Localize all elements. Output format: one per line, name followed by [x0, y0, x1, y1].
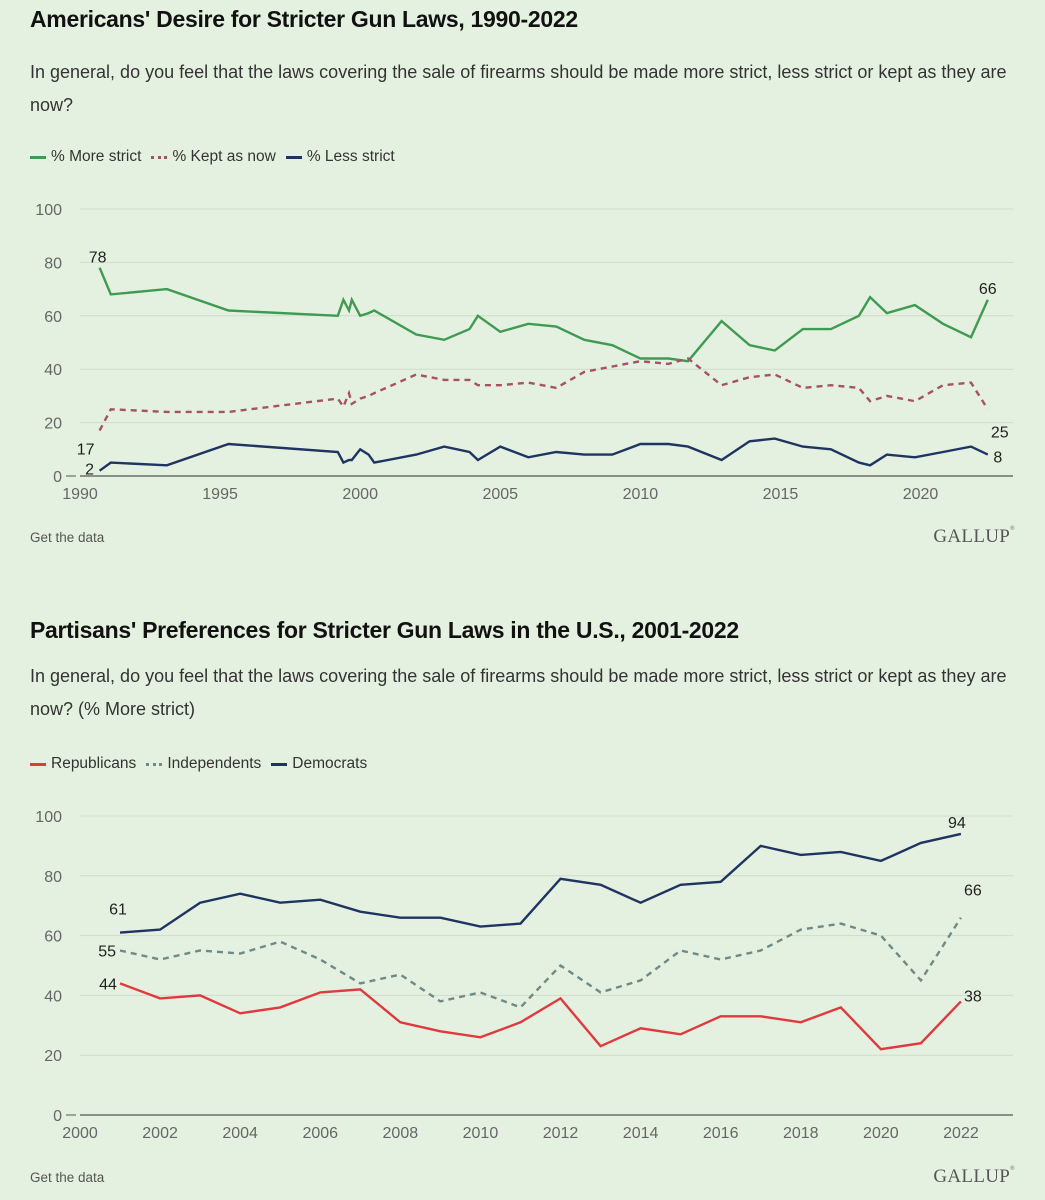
x-tick-label: 2018	[783, 1125, 819, 1142]
chart-title: Americans' Desire for Stricter Gun Laws,…	[30, 6, 578, 32]
chart-panel-2: Partisans' Preferences for Stricter Gun …	[0, 600, 1045, 1200]
series-line-less-strict	[98, 437, 989, 472]
legend-item-republicans[interactable]: Republicans	[30, 755, 136, 773]
y-tick-label: 80	[44, 869, 62, 886]
data-label-last: 8	[993, 450, 1002, 467]
trademark-icon: ®	[1010, 1166, 1015, 1172]
legend-swatch-icon	[151, 155, 168, 159]
y-tick-label: 60	[44, 309, 62, 326]
legend-swatch-icon	[30, 762, 46, 766]
y-tick-label: 100	[35, 202, 62, 219]
y-tick-label: 0	[53, 469, 62, 486]
legend-item-less-strict[interactable]: % Less strict	[285, 148, 395, 166]
get-the-data-link[interactable]: Get the data	[30, 530, 105, 545]
legend-label: Independents	[167, 755, 262, 772]
chart-subtitle: In general, do you feel that the laws co…	[30, 666, 1007, 719]
data-label-last: 66	[979, 281, 997, 298]
x-tick-label: 2000	[62, 1125, 98, 1142]
x-tick-label: 2016	[703, 1125, 739, 1142]
y-tick-label: 20	[44, 1048, 62, 1065]
data-label-first: 55	[98, 944, 116, 961]
data-label-last: 66	[964, 883, 982, 900]
legend-item-more-strict[interactable]: % More strict	[30, 148, 141, 166]
legend-label: % Less strict	[306, 148, 395, 165]
series-line-democrats	[119, 832, 962, 934]
trademark-icon: ®	[1010, 526, 1015, 532]
x-tick-label: 2010	[463, 1125, 499, 1142]
x-tick-label: 1995	[202, 486, 238, 503]
x-tick-label: 2000	[342, 486, 378, 503]
series-line-republicans	[119, 982, 962, 1051]
x-tick-label: 2014	[623, 1125, 659, 1142]
gallup-logo: GALLUP®	[933, 526, 1015, 548]
chart-panel-1: Americans' Desire for Stricter Gun Laws,…	[0, 0, 1045, 580]
data-label-first: 44	[99, 976, 117, 993]
x-tick-label: 2002	[142, 1125, 178, 1142]
y-tick-label: 100	[35, 809, 62, 826]
legend-item-kept-as-now[interactable]: % Kept as now	[151, 148, 276, 166]
chart-legend: % More strict % Kept as now % Less stric…	[30, 148, 405, 166]
series-line-more-strict	[98, 267, 989, 363]
legend-label: % More strict	[51, 148, 142, 165]
y-tick-label: 20	[44, 416, 62, 433]
logo-text: GALLUP	[933, 1166, 1011, 1187]
x-tick-label: 2015	[763, 486, 799, 503]
legend-label: % Kept as now	[172, 148, 276, 165]
data-label-first: 61	[109, 902, 127, 919]
legend-swatch-icon	[30, 155, 46, 159]
y-tick-label: 40	[44, 362, 62, 379]
legend-swatch-icon	[146, 762, 163, 766]
y-tick-label: 80	[44, 255, 62, 272]
legend-item-democrats[interactable]: Democrats	[271, 755, 367, 773]
get-the-data-link[interactable]: Get the data	[30, 1170, 105, 1185]
x-tick-label: 2005	[482, 486, 518, 503]
x-tick-label: 2020	[863, 1125, 899, 1142]
line-chart: 0 20 40 60 80 100 2000 2002 2004 2006 2008 2010 2012…	[35, 809, 1013, 1142]
x-tick-label: 2012	[543, 1125, 579, 1142]
x-tick-label: 2004	[222, 1125, 258, 1142]
legend-item-independents[interactable]: Independents	[146, 755, 261, 773]
legend-label: Democrats	[292, 755, 368, 772]
data-label-last: 25	[991, 424, 1009, 441]
data-label-first: 17	[77, 442, 95, 459]
y-tick-label: 60	[44, 929, 62, 946]
data-label-first: 78	[89, 250, 107, 267]
logo-text: GALLUP	[933, 526, 1011, 547]
data-label-last: 94	[948, 815, 966, 832]
line-chart: 0 20 40 60 80 100 1990 1995 2000 2005 2010 2015 2020…	[35, 202, 1013, 503]
legend-swatch-icon	[271, 762, 288, 766]
x-tick-label: 2010	[623, 486, 659, 503]
x-tick-label: 2008	[383, 1125, 419, 1142]
x-tick-label: 1990	[62, 486, 98, 503]
y-tick-label: 40	[44, 988, 62, 1005]
data-label-last: 38	[964, 988, 982, 1005]
legend-swatch-icon	[285, 155, 302, 159]
x-tick-label: 2022	[943, 1125, 979, 1142]
chart-title: Partisans' Preferences for Stricter Gun …	[30, 617, 739, 643]
chart-legend: Republicans Independents Democrats	[30, 755, 377, 773]
series-line-independents	[119, 917, 962, 1009]
data-label-first: 2	[85, 462, 94, 479]
x-tick-label: 2006	[302, 1125, 338, 1142]
chart-subtitle: In general, do you feel that the laws co…	[30, 62, 1007, 115]
y-tick-label: 0	[53, 1108, 62, 1125]
series-line-kept-as-now	[98, 357, 989, 432]
legend-label: Republicans	[51, 755, 137, 772]
gallup-logo: GALLUP®	[933, 1166, 1015, 1188]
x-tick-label: 2020	[903, 486, 939, 503]
